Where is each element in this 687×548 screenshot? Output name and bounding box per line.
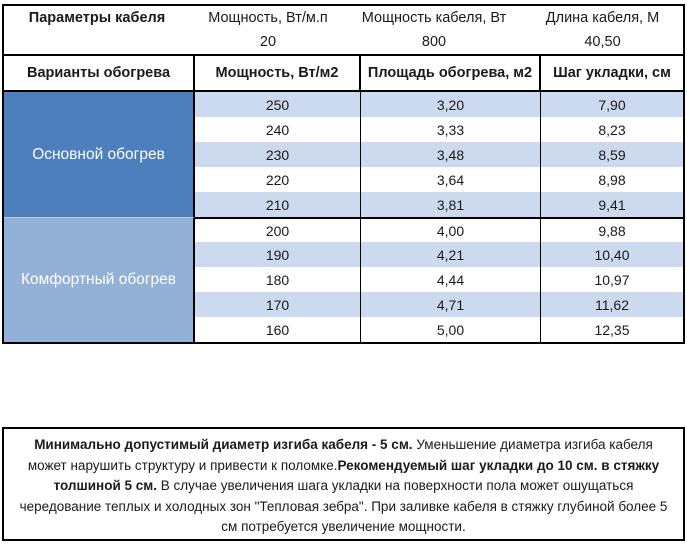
note-text-1: Уменьшение диаметра изгиба кабеля может … <box>27 437 653 473</box>
param-value-cable-power: 800 <box>421 34 447 50</box>
table-cell: 4,44 <box>361 267 541 292</box>
table-cell: 3,64 <box>361 167 541 192</box>
table-cell: 230 <box>195 142 361 167</box>
installation-note: Минимально допустимый диаметр изгиба каб… <box>2 427 685 541</box>
table-cell: 4,00 <box>361 217 541 242</box>
table-cell: 170 <box>195 292 361 317</box>
table-cell: 3,20 <box>361 92 541 117</box>
table-cell: 10,97 <box>541 267 683 292</box>
table-cell: 8,98 <box>541 167 683 192</box>
header-power: Мощность, Вт/м2 <box>195 56 361 90</box>
cable-params-title: Параметры кабеля <box>28 10 166 26</box>
heating-cable-table: Параметры кабеля Мощность, Вт/м.п Мощнос… <box>2 4 685 344</box>
table-cell: 8,59 <box>541 142 683 167</box>
table-cell: 210 <box>195 192 361 217</box>
table-cell: 7,90 <box>541 92 683 117</box>
table-cell: 11,62 <box>541 292 683 317</box>
table-cell: 3,33 <box>361 117 541 142</box>
group-label-comfort-heating: Комфортный обогрев <box>4 217 195 342</box>
param-header-power-per-m: Мощность, Вт/м.п <box>208 10 328 26</box>
table-header-row: Варианты обогрева Мощность, Вт/м2 Площад… <box>4 54 683 92</box>
table-cell: 4,71 <box>361 292 541 317</box>
group-label-main-heating: Основной обогрев <box>4 92 195 217</box>
header-heating-variants: Варианты обогрева <box>4 56 195 90</box>
param-value-cable-length: 40,50 <box>584 34 621 50</box>
table-cell: 9,88 <box>541 217 683 242</box>
table-cell: 220 <box>195 167 361 192</box>
table-cell: 240 <box>195 117 361 142</box>
table-cell: 3,48 <box>361 142 541 167</box>
param-value-power-per-m: 20 <box>259 34 277 50</box>
table-cell: 8,23 <box>541 117 683 142</box>
table-cell: 4,21 <box>361 242 541 267</box>
note-text-2: В случае увеличения шага укладки на пове… <box>19 478 668 534</box>
note-bold-min-diameter: Минимально допустимый диаметр изгиба каб… <box>34 437 413 452</box>
cable-params-section: Параметры кабеля Мощность, Вт/м.п Мощнос… <box>4 6 683 54</box>
param-empty-cell <box>4 30 190 54</box>
table-cell: 250 <box>195 92 361 117</box>
param-header-cable-length: Длина кабеля, М <box>545 10 660 26</box>
table-cell: 200 <box>195 217 361 242</box>
table-cell: 12,35 <box>541 317 683 342</box>
table-cell: 190 <box>195 242 361 267</box>
param-header-cable-power: Мощность кабеля, Вт <box>361 10 507 26</box>
table-cell: 3,81 <box>361 192 541 217</box>
note-bold-recommended-spacing: Рекомендуемый шаг укладки до 10 см. в ст… <box>53 457 660 494</box>
table-cell: 9,41 <box>541 192 683 217</box>
table-cell: 160 <box>195 317 361 342</box>
table-body: Основной обогрев 250 3,20 7,90 240 3,33 … <box>4 92 683 342</box>
table-cell: 10,40 <box>541 242 683 267</box>
table-cell: 5,00 <box>361 317 541 342</box>
table-cell: 180 <box>195 267 361 292</box>
header-area: Площадь обогрева, м2 <box>361 56 541 90</box>
header-spacing: Шаг укладки, см <box>553 65 671 81</box>
